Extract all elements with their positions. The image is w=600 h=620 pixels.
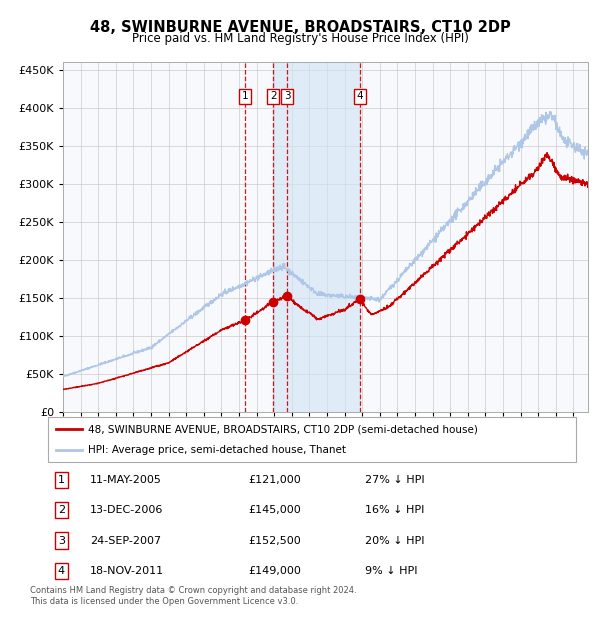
Text: 24-SEP-2007: 24-SEP-2007 [90, 536, 161, 546]
Text: 4: 4 [357, 91, 364, 101]
Text: 4: 4 [58, 566, 65, 576]
Text: 9% ↓ HPI: 9% ↓ HPI [365, 566, 418, 576]
Text: 18-NOV-2011: 18-NOV-2011 [90, 566, 164, 576]
Text: 13-DEC-2006: 13-DEC-2006 [90, 505, 164, 515]
Text: HPI: Average price, semi-detached house, Thanet: HPI: Average price, semi-detached house,… [88, 445, 346, 455]
FancyBboxPatch shape [48, 417, 576, 462]
Text: 48, SWINBURNE AVENUE, BROADSTAIRS, CT10 2DP: 48, SWINBURNE AVENUE, BROADSTAIRS, CT10 … [89, 20, 511, 35]
Text: 16% ↓ HPI: 16% ↓ HPI [365, 505, 424, 515]
Text: 27% ↓ HPI: 27% ↓ HPI [365, 475, 424, 485]
Bar [274, 62, 360, 412]
Text: £145,000: £145,000 [248, 505, 301, 515]
Text: £152,500: £152,500 [248, 536, 301, 546]
Text: 1: 1 [242, 91, 248, 101]
Text: This data is licensed under the Open Government Licence v3.0.: This data is licensed under the Open Gov… [30, 597, 298, 606]
Text: 1: 1 [58, 475, 65, 485]
Text: 3: 3 [284, 91, 290, 101]
Text: 11-MAY-2005: 11-MAY-2005 [90, 475, 162, 485]
Text: £121,000: £121,000 [248, 475, 301, 485]
Text: 2: 2 [270, 91, 277, 101]
Text: Price paid vs. HM Land Registry's House Price Index (HPI): Price paid vs. HM Land Registry's House … [131, 32, 469, 45]
Text: 20% ↓ HPI: 20% ↓ HPI [365, 536, 424, 546]
Text: Contains HM Land Registry data © Crown copyright and database right 2024.: Contains HM Land Registry data © Crown c… [30, 586, 356, 595]
Text: 48, SWINBURNE AVENUE, BROADSTAIRS, CT10 2DP (semi-detached house): 48, SWINBURNE AVENUE, BROADSTAIRS, CT10 … [88, 424, 478, 435]
Text: £149,000: £149,000 [248, 566, 302, 576]
Text: 3: 3 [58, 536, 65, 546]
Text: 2: 2 [58, 505, 65, 515]
